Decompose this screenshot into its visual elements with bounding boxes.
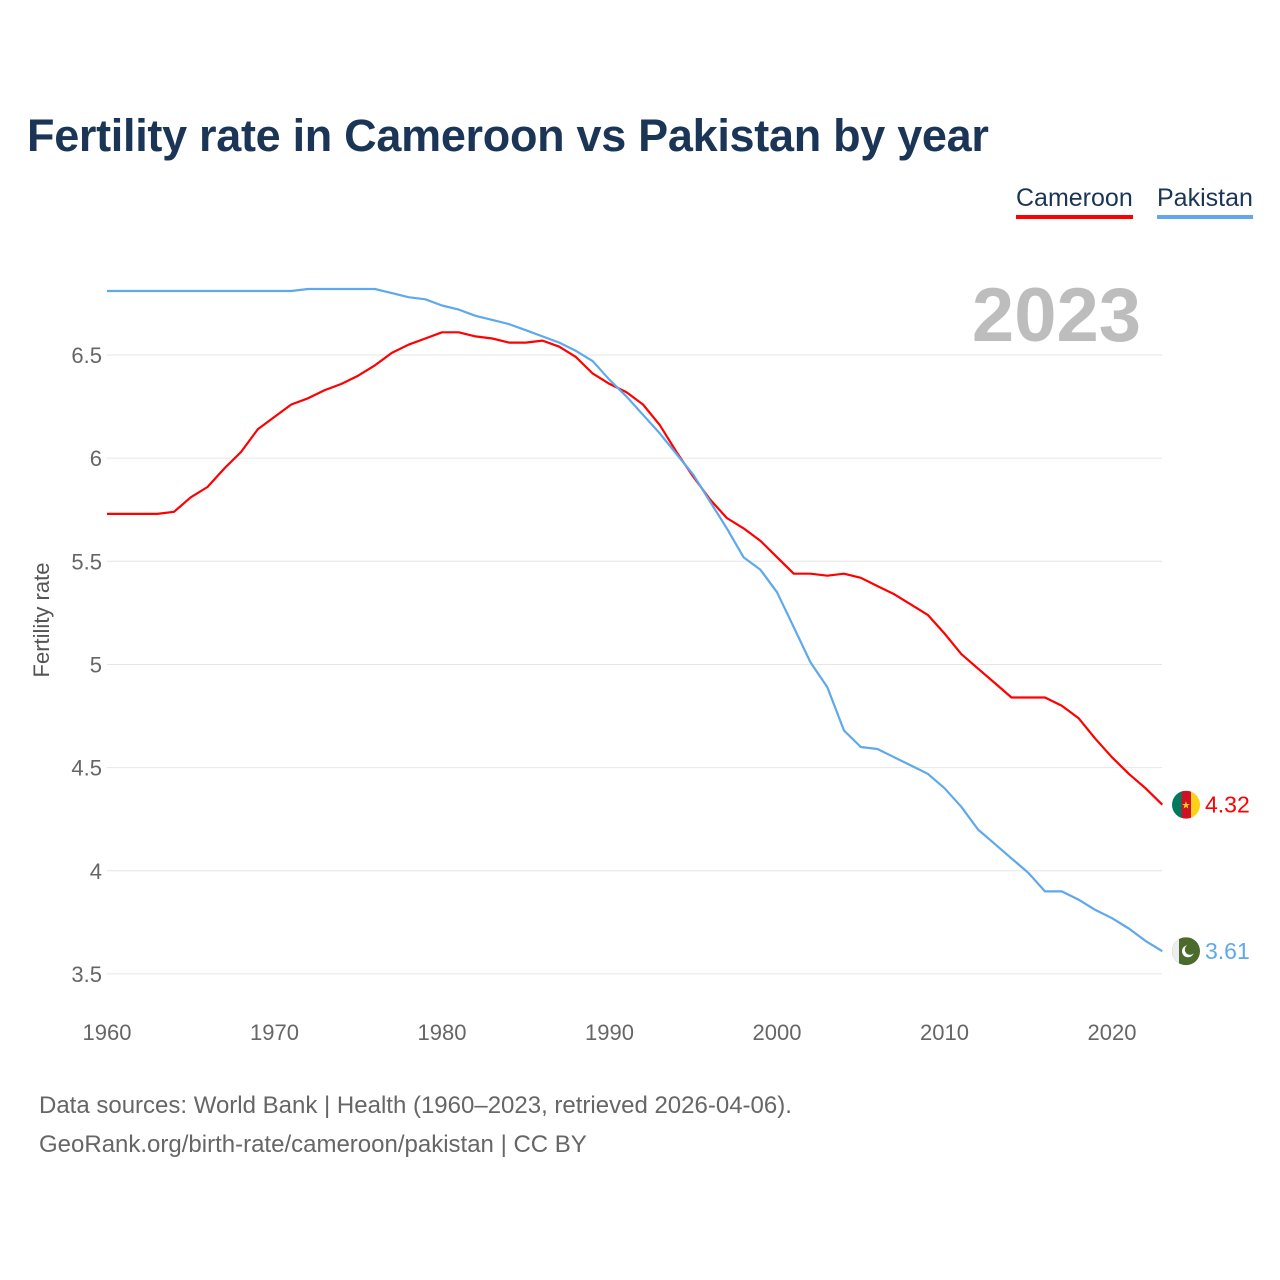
y-tick-label: 4.5 <box>71 756 102 781</box>
footer-link[interactable]: GeoRank.org/birth-rate/cameroon/pakistan… <box>39 1131 587 1158</box>
end-value-label: 4.32 <box>1205 792 1250 818</box>
flag-body <box>1172 937 1200 966</box>
footer: Data sources: World Bank | Health (1960–… <box>39 1086 792 1164</box>
y-tick-label: 3.5 <box>71 962 102 987</box>
x-tick-label: 1980 <box>418 1020 467 1045</box>
series-line-pakistan <box>107 287 1163 953</box>
footer-sources: Data sources: World Bank | Health (1960–… <box>39 1092 792 1119</box>
flag-stripe-yellow <box>1191 790 1200 819</box>
chart-title: Fertility rate in Cameroon vs Pakistan b… <box>27 110 989 161</box>
x-tick-label: 1960 <box>83 1020 132 1045</box>
x-tick-label: 1970 <box>250 1020 299 1045</box>
star-icon: ★ <box>1182 801 1191 812</box>
y-tick-label: 5.5 <box>71 549 102 574</box>
end-value-label: 3.61 <box>1205 938 1250 964</box>
legend-pakistan[interactable]: Pakistan <box>1157 184 1253 219</box>
flag-white <box>1172 937 1179 966</box>
year-label: 2023 <box>971 273 1141 358</box>
cameroon-flag-icon: ★ <box>1172 790 1200 819</box>
flag-body: ★ <box>1172 790 1200 819</box>
flag-stripe-green <box>1172 790 1182 819</box>
y-tick-label: 4 <box>90 859 102 884</box>
y-tick-label: 6.5 <box>71 343 102 368</box>
flag-stripe-red <box>1181 790 1191 819</box>
legend-cameroon[interactable]: Cameroon <box>1016 184 1133 219</box>
crescent-cut <box>1184 944 1196 955</box>
x-tick-label: 1990 <box>585 1020 634 1045</box>
series-line-cameroon <box>107 331 1164 806</box>
y-tick-label: 5 <box>90 652 102 677</box>
pakistan-flag-icon <box>1172 937 1200 966</box>
x-tick-label: 2020 <box>1088 1020 1137 1045</box>
y-tick-label: 6 <box>90 446 102 471</box>
x-tick-label: 2000 <box>753 1020 802 1045</box>
x-tick-label: 2010 <box>920 1020 969 1045</box>
